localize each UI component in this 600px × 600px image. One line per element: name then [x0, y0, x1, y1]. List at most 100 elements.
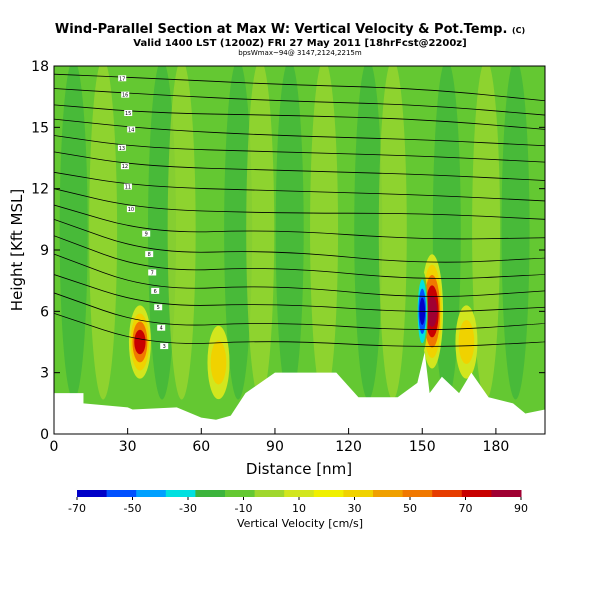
isentrope-label-box-7	[148, 269, 157, 276]
isentrope-3	[54, 312, 545, 347]
colorbar: -70 -50 -30 -10 10 30 50 70 90	[68, 490, 528, 515]
colorbar-swatch-8	[313, 490, 344, 497]
colorbar-swatch-11	[402, 490, 433, 497]
isentrope-label-12: 12	[122, 164, 128, 170]
chart-title: Wind-Parallel Section at Max W: Vertical…	[55, 22, 525, 37]
isentrope-label-9: 9	[145, 232, 148, 238]
isentrope-13	[54, 135, 545, 163]
isentrope-label-box-3	[160, 343, 169, 350]
colorbar-swatch-1	[106, 490, 137, 497]
isentrope-label-15: 15	[125, 111, 131, 117]
terrain	[54, 352, 545, 434]
field-band-11	[472, 66, 501, 400]
colorbar-swatch-5	[225, 490, 256, 497]
isentrope-16	[54, 88, 545, 116]
isentrope-label-13: 13	[119, 146, 125, 152]
colorbar-swatch-9	[343, 490, 374, 497]
colorbar-swatch-13	[461, 490, 492, 497]
chart-subsubtitle: bpsWmax~94@ 3147,2124,2215m	[238, 49, 362, 57]
field-band-8	[354, 66, 383, 400]
y-tick-label-18: 18	[31, 59, 49, 75]
isentrope-8	[54, 218, 545, 263]
field-band-4	[224, 66, 253, 400]
colorbar-tick-label--10: -10	[235, 502, 253, 515]
field-band-7	[310, 66, 339, 400]
isentrope-label-7: 7	[151, 270, 154, 276]
isentrope-6	[54, 253, 545, 297]
isentrope-label-box-13	[117, 144, 126, 151]
colorbar-tick-label--70: -70	[68, 502, 86, 515]
isentrope-label-box-9	[142, 230, 151, 237]
isentrope-12	[54, 151, 545, 181]
isentrope-label-box-11	[123, 183, 132, 190]
y-tick-label-3: 3	[40, 366, 49, 382]
x-tick-label-60: 60	[192, 439, 210, 455]
isentrope-label-box-17	[118, 75, 127, 82]
colorbar-swatch-7	[284, 490, 315, 497]
isentrope-label-10: 10	[128, 207, 134, 213]
plot-area	[54, 66, 545, 434]
y-tick-label-0: 0	[40, 427, 49, 443]
field-band-5	[246, 66, 275, 400]
y-tick-label-15: 15	[31, 120, 49, 136]
isentrope-label-17: 17	[119, 76, 125, 82]
y-tick-label-6: 6	[40, 304, 49, 320]
isentrope-label-5: 5	[157, 305, 160, 311]
colorbar-swatch-3	[165, 490, 196, 497]
potential-temperature-contours: 17 16 15 14 13 12 11 10 9 8 7 6 5 4 3	[54, 73, 545, 350]
updraft-1-level-1	[210, 340, 227, 385]
isentrope-label-14: 14	[128, 127, 134, 133]
colorbar-swatch-6	[254, 490, 285, 497]
isentrope-label-6: 6	[154, 289, 157, 295]
isentrope-17	[54, 73, 545, 102]
field-band-2	[148, 66, 177, 400]
isentrope-label-box-12	[120, 163, 129, 170]
x-axis-ticks: 0 30 60 90 120 150 180	[50, 428, 510, 455]
isentrope-label-box-8	[145, 251, 154, 258]
y-tick-label-12: 12	[31, 182, 49, 198]
isentrope-label-box-16	[121, 91, 130, 98]
colorbar-tick-label-70: 70	[459, 502, 473, 515]
colorbar-tick-label--50: -50	[124, 502, 142, 515]
x-tick-label-180: 180	[483, 439, 510, 455]
y-axis-ticks: 0 3 6 9 12 15 18	[31, 59, 545, 443]
isentrope-label-box-5	[154, 304, 163, 311]
isentrope-label-box-4	[157, 324, 166, 331]
isentrope-15	[54, 104, 545, 130]
isentrope-9	[54, 204, 545, 240]
colorbar-tick-label--30: -30	[179, 502, 197, 515]
isentrope-label-box-14	[127, 126, 136, 133]
x-tick-label-120: 120	[335, 439, 362, 455]
x-tick-label-90: 90	[266, 439, 284, 455]
isentrope-4	[54, 292, 545, 330]
colorbar-label: Vertical Velocity [cm/s]	[237, 517, 363, 530]
isentrope-label-16: 16	[122, 93, 128, 99]
isentrope-11	[54, 171, 545, 202]
terrain-shape	[54, 352, 545, 434]
x-tick-label-150: 150	[409, 439, 436, 455]
field-band-12	[501, 66, 530, 400]
colorbar-tick-label-50: 50	[403, 502, 417, 515]
isentrope-label-box-10	[126, 206, 135, 213]
chart-subtitle: Valid 1400 LST (1200Z) FRI 27 May 2011 […	[133, 38, 466, 49]
field-band-1	[89, 66, 118, 400]
colorbar-swatch-12	[432, 490, 463, 497]
field-band-0	[59, 66, 88, 400]
colorbar-swatch-10	[373, 490, 404, 497]
field-band-6	[275, 66, 304, 400]
field-band-3	[167, 66, 196, 400]
isentrope-7	[54, 235, 545, 279]
isentrope-label-4: 4	[160, 326, 163, 332]
y-tick-label-9: 9	[40, 243, 49, 259]
colorbar-swatch-2	[136, 490, 167, 497]
isentrope-label-8: 8	[148, 252, 151, 258]
isentrope-14	[54, 118, 545, 147]
x-tick-label-30: 30	[119, 439, 137, 455]
isentrope-label-box-6	[151, 287, 160, 294]
isentrope-10	[54, 188, 545, 220]
x-tick-label-0: 0	[50, 439, 59, 455]
colorbar-tick-label-10: 10	[292, 502, 306, 515]
y-axis-label: Height [Kft MSL]	[8, 189, 26, 311]
colorbar-tick-label-90: 90	[514, 502, 528, 515]
